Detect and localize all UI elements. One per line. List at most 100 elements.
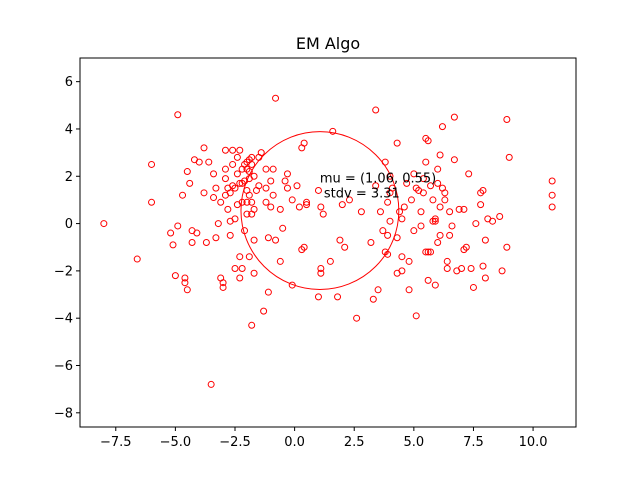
data-point-98 — [276, 257, 284, 265]
y-tick-label-5: 2 — [65, 170, 73, 185]
data-point-126 — [345, 196, 353, 204]
data-point-75 — [248, 198, 256, 206]
data-point-111 — [300, 243, 308, 251]
data-point-89 — [262, 198, 270, 206]
data-point-91 — [264, 234, 272, 242]
data-point-209 — [479, 262, 487, 270]
data-point-94 — [269, 165, 277, 173]
data-point-134 — [376, 208, 384, 216]
data-point-26 — [210, 194, 218, 202]
data-point-166 — [422, 134, 430, 142]
data-point-184 — [436, 231, 444, 239]
data-point-120 — [326, 257, 334, 265]
mu-annotation: mu = (1.06, 0.55) — [320, 172, 436, 187]
data-point-93 — [267, 203, 275, 211]
data-point-197 — [455, 205, 463, 213]
data-point-79 — [250, 205, 258, 213]
data-point-77 — [248, 321, 256, 329]
plot-area-frame — [79, 57, 577, 428]
data-point-125 — [341, 243, 349, 251]
data-point-159 — [412, 312, 420, 320]
data-point-101 — [281, 177, 289, 185]
data-point-158 — [410, 170, 418, 178]
data-point-199 — [460, 205, 468, 213]
data-point-46 — [231, 184, 239, 192]
data-point-34 — [221, 146, 229, 154]
data-point-96 — [272, 94, 280, 102]
data-point-50 — [233, 170, 241, 178]
data-point-87 — [262, 165, 270, 173]
data-point-47 — [231, 215, 239, 223]
data-point-157 — [410, 227, 418, 235]
data-point-149 — [398, 253, 406, 261]
data-point-148 — [396, 208, 404, 216]
stdv-annotation: stdv = 3.31 — [324, 187, 400, 202]
data-point-132 — [372, 182, 380, 190]
data-point-192 — [446, 231, 454, 239]
x-axis-ticks: −7.5 −5.0 −2.5 0.0 2.5 5.0 7.5 10.0 — [100, 427, 548, 450]
data-point-176 — [431, 281, 439, 289]
data-point-39 — [224, 205, 232, 213]
data-point-181 — [434, 165, 442, 173]
data-point-28 — [212, 184, 220, 192]
data-point-114 — [314, 293, 322, 301]
data-point-152 — [400, 203, 408, 211]
data-point-198 — [458, 265, 466, 273]
y-tick-label-6: 4 — [65, 122, 73, 137]
data-point-185 — [438, 123, 446, 131]
data-point-21 — [200, 189, 208, 197]
data-point-193 — [448, 222, 456, 230]
data-point-100 — [279, 224, 287, 232]
data-point-15 — [188, 239, 196, 246]
data-point-216 — [503, 116, 511, 123]
data-point-115 — [314, 186, 322, 194]
data-point-162 — [417, 208, 425, 216]
data-point-189 — [443, 257, 451, 265]
data-point-59 — [238, 265, 246, 273]
data-point-150 — [398, 267, 406, 275]
data-point-86 — [260, 307, 268, 315]
data-point-140 — [384, 231, 392, 239]
data-point-164 — [419, 175, 427, 183]
y-tick-label-1: −6 — [54, 359, 73, 374]
data-point-69 — [245, 253, 253, 261]
data-point-130 — [369, 295, 377, 303]
data-point-67 — [243, 210, 251, 218]
data-point-102 — [283, 170, 291, 178]
data-point-207 — [477, 189, 485, 197]
data-point-118 — [317, 203, 325, 211]
data-point-1 — [133, 255, 141, 263]
data-point-205 — [472, 220, 480, 228]
data-point-127 — [353, 314, 361, 322]
data-point-43 — [229, 160, 237, 168]
data-point-108 — [298, 246, 306, 254]
data-point-35 — [221, 165, 229, 173]
data-point-90 — [264, 288, 272, 296]
data-point-202 — [465, 170, 473, 178]
data-point-24 — [207, 380, 215, 388]
data-point-167 — [422, 158, 430, 166]
data-point-163 — [417, 222, 425, 230]
data-point-172 — [427, 182, 435, 190]
x-tick-label-3: 0.0 — [284, 435, 305, 450]
data-point-187 — [441, 189, 449, 197]
x-tick-label-5: 5.0 — [404, 435, 425, 450]
data-point-214 — [496, 212, 504, 220]
data-point-80 — [250, 269, 258, 277]
chart-title: EM Algo — [296, 34, 360, 53]
data-point-218 — [505, 153, 513, 161]
data-point-194 — [450, 113, 458, 121]
x-tick-label-2: −2.5 — [219, 435, 251, 450]
data-point-139 — [384, 198, 392, 206]
data-point-112 — [303, 198, 311, 206]
data-point-180 — [434, 179, 442, 187]
data-point-183 — [436, 203, 444, 211]
data-point-20 — [200, 144, 208, 152]
data-point-72 — [245, 191, 253, 199]
data-point-23 — [205, 158, 213, 166]
data-point-116 — [317, 265, 325, 273]
data-point-147 — [393, 139, 401, 147]
data-point-40 — [226, 189, 234, 197]
data-point-106 — [293, 182, 301, 190]
data-point-31 — [217, 198, 225, 206]
